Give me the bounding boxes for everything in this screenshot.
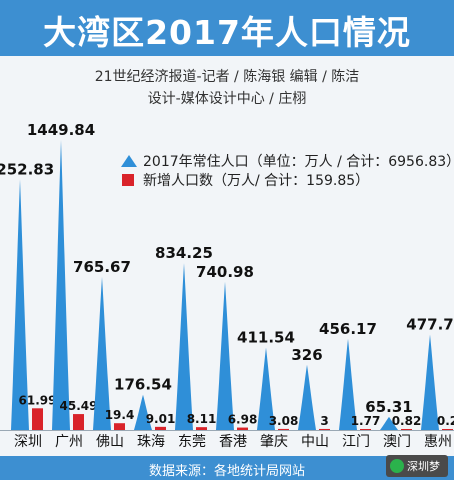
account-badge: 深圳梦 — [386, 455, 448, 477]
new-population-value-label: 3.08 — [269, 414, 299, 428]
category-label: 佛山 — [96, 434, 124, 450]
footer-bar: 数据来源：各地统计局网站 — [0, 456, 454, 480]
new-population-value-label: 1.77 — [351, 414, 381, 428]
legend-bar-swatch — [122, 174, 134, 186]
new-population-value-label: 9.01 — [146, 412, 176, 426]
population-value-label: 477.7 — [406, 315, 453, 333]
population-value-label: 326 — [291, 346, 322, 364]
data-source-text: 数据来源：各地统计局网站 — [148, 464, 305, 479]
population-value-label: 65.31 — [365, 398, 412, 416]
credit-line-design: 设计-媒体设计中心 / 庄栩 — [147, 91, 307, 107]
new-population-value-label: 0.2 — [437, 414, 454, 428]
new-population-value-label: 3 — [320, 414, 328, 428]
category-label: 中山 — [301, 434, 329, 450]
category-label: 惠州 — [424, 434, 452, 450]
population-peak-8 — [298, 364, 316, 430]
chart-marks: 1252.83 61.99 深圳 1449.84 45.49 广州 765.67 19.4 佛山… — [0, 121, 454, 450]
population-peak-10 — [380, 416, 398, 430]
account-badge-label: 深圳梦 — [407, 460, 440, 473]
page-title: 大湾区2017年人口情况 — [43, 13, 411, 52]
population-peak-2 — [52, 140, 70, 430]
new-population-bar-4 — [155, 426, 166, 430]
population-value-label: 1449.84 — [27, 121, 95, 139]
new-population-bar-6 — [237, 427, 248, 430]
population-peak-1 — [11, 179, 29, 430]
category-label: 东莞 — [178, 434, 206, 450]
legend-triangle-swatch — [121, 155, 137, 167]
population-value-label: 456.17 — [319, 320, 377, 338]
new-population-bar-7 — [278, 428, 289, 430]
population-peak-5 — [175, 263, 193, 430]
population-peak-11 — [421, 334, 439, 430]
population-value-label: 1252.83 — [0, 160, 54, 178]
population-peak-9 — [339, 338, 357, 430]
population-peak-4 — [134, 394, 152, 430]
new-population-bar-10 — [401, 429, 412, 430]
new-population-bar-5 — [196, 427, 207, 430]
title-banner: 大湾区2017年人口情况 — [0, 0, 454, 56]
new-population-bar-11 — [442, 429, 453, 430]
new-population-bar-1 — [32, 408, 43, 430]
legend-label-resident: 2017年常住人口（单位：万人 / 合计：6956.83） — [143, 154, 454, 170]
population-peak-7 — [257, 347, 275, 430]
legend-label-new: 新增人口数（万人/ 合计：159.85） — [143, 173, 369, 189]
credit-line-reporter: 21世纪经济报道-记者 / 陈海银 编辑 / 陈洁 — [94, 69, 360, 85]
category-label: 广州 — [55, 434, 83, 450]
category-label: 肇庆 — [260, 434, 288, 450]
new-population-value-label: 45.49 — [60, 399, 98, 413]
population-peak-6 — [216, 281, 234, 430]
new-population-value-label: 19.4 — [105, 408, 135, 422]
population-value-label: 834.25 — [155, 244, 213, 262]
new-population-value-label: 8.11 — [187, 412, 217, 426]
new-population-bar-9 — [360, 429, 371, 430]
new-population-bar-3 — [114, 423, 125, 430]
new-population-bar-8 — [319, 428, 330, 430]
population-chart: 2017年常住人口（单位：万人 / 合计：6956.83） 新增人口数（万人/ … — [0, 121, 454, 450]
category-label: 澳门 — [383, 434, 411, 450]
new-population-value-label: 6.98 — [228, 413, 258, 427]
new-population-bar-2 — [73, 414, 84, 430]
new-population-value-label: 61.99 — [19, 393, 57, 407]
category-label: 江门 — [342, 434, 370, 450]
category-label: 珠海 — [137, 434, 165, 450]
wechat-icon — [390, 459, 404, 473]
new-population-value-label: 0.82 — [392, 414, 422, 428]
population-value-label: 740.98 — [196, 263, 254, 281]
category-label: 深圳 — [14, 434, 42, 450]
population-peak-3 — [93, 276, 111, 430]
population-value-label: 765.67 — [73, 258, 131, 276]
category-label: 香港 — [219, 434, 247, 450]
population-value-label: 411.54 — [237, 329, 295, 347]
chart-legend: 2017年常住人口（单位：万人 / 合计：6956.83） 新增人口数（万人/ … — [121, 154, 454, 189]
population-value-label: 176.54 — [114, 376, 172, 394]
